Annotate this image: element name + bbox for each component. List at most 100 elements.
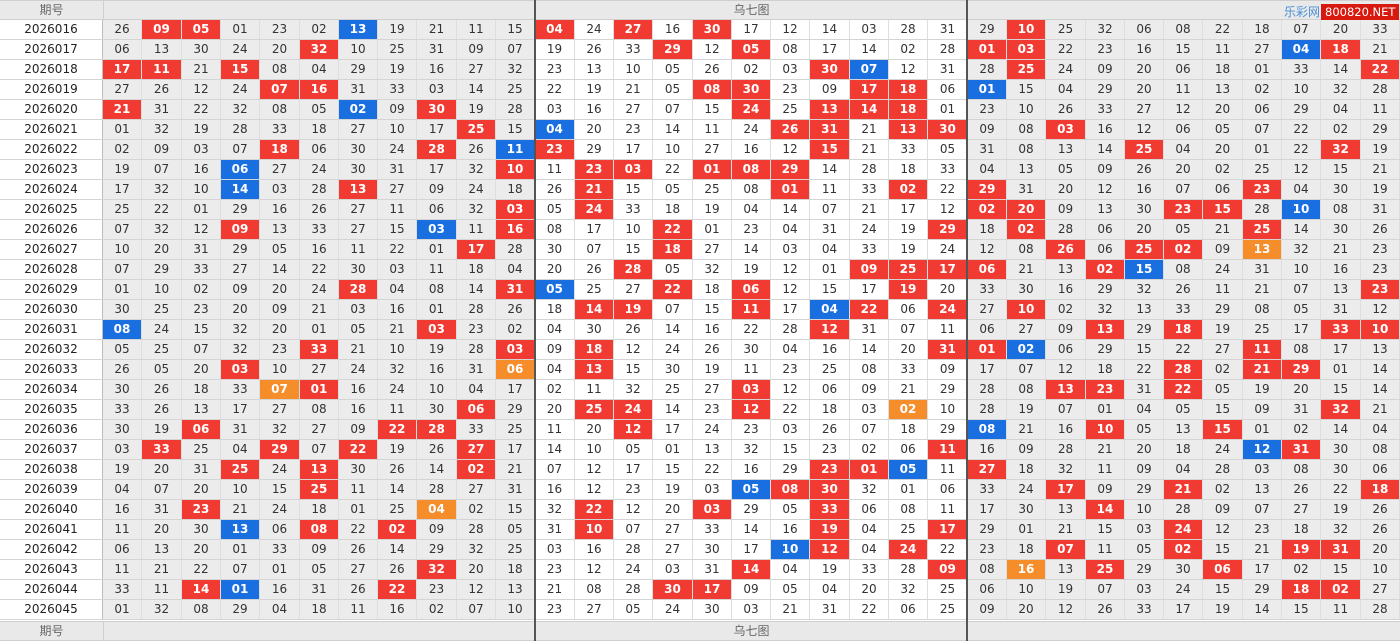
number-cell: 03 [771, 420, 810, 439]
number-cell: 08 [182, 600, 221, 619]
highlight-cell: 12 [1243, 440, 1282, 459]
table-row: 2026031 08 24 15 32 20 01 05 21 03 23 02 04 30 26 14 16 2… [0, 320, 1400, 340]
number-cell: 08 [968, 560, 1007, 579]
number-cell: 22 [1046, 40, 1086, 59]
table-row: 2026042 06 13 20 01 33 09 26 14 29 32 25 03 16 28 27 30 1… [0, 540, 1400, 560]
number-cell: 30 [575, 320, 614, 339]
number-cell: 33 [1282, 60, 1321, 79]
number-cell: 23 [732, 220, 771, 239]
highlight-cell: 22 [1164, 380, 1203, 399]
number-cell: 02 [1282, 420, 1321, 439]
number-cell: 29 [1125, 560, 1164, 579]
number-cell: 21 [182, 60, 221, 79]
highlight-cell: 26 [1046, 240, 1086, 259]
highlight-cell: 15 [221, 60, 260, 79]
number-cell: 05 [1046, 160, 1086, 179]
number-cell: 07 [653, 300, 693, 319]
number-cell: 17 [889, 200, 928, 219]
number-cell: 33 [968, 480, 1007, 499]
highlight-cell: 25 [889, 260, 928, 279]
number-cell: 18 [496, 560, 535, 579]
number-cell: 32 [535, 500, 575, 519]
number-cell: 10 [182, 180, 221, 199]
number-cell: 26 [1361, 220, 1400, 239]
number-cell: 19 [1203, 600, 1243, 619]
number-cell: 11 [378, 200, 417, 219]
number-cell: 03 [1125, 580, 1164, 599]
number-cell: 32 [732, 440, 771, 459]
table-row: 2026026 07 32 12 09 13 33 27 15 03 11 16 08 17 10 22 01 2… [0, 220, 1400, 240]
period-cell: 2026038 [0, 460, 103, 479]
number-cell: 31 [496, 480, 535, 499]
number-cell: 02 [182, 280, 221, 299]
highlight-cell: 04 [535, 20, 575, 39]
highlight-cell: 17 [928, 520, 968, 539]
number-cell: 16 [182, 160, 221, 179]
number-cell: 32 [457, 200, 496, 219]
highlight-cell: 13 [1243, 240, 1282, 259]
number-cell: 20 [1046, 180, 1086, 199]
number-cell: 28 [889, 20, 928, 39]
number-cell: 16 [260, 580, 300, 599]
number-cell: 33 [221, 380, 260, 399]
number-cell: 13 [1203, 80, 1243, 99]
highlight-cell: 32 [1321, 140, 1361, 159]
number-cell: 15 [1282, 600, 1321, 619]
number-cell: 21 [614, 80, 653, 99]
number-cell: 28 [614, 540, 653, 559]
number-cell: 28 [457, 340, 496, 359]
highlight-cell: 30 [653, 580, 693, 599]
number-cell: 15 [1086, 520, 1125, 539]
number-cell: 15 [496, 120, 535, 139]
highlight-cell: 01 [968, 340, 1007, 359]
number-cell: 27 [693, 140, 732, 159]
highlight-cell: 08 [300, 520, 339, 539]
table-row: 2026022 02 09 03 07 18 06 30 24 28 26 11 23 29 17 10 27 1… [0, 140, 1400, 160]
number-cell: 31 [810, 600, 850, 619]
table-row: 2026044 33 11 14 01 16 31 26 22 23 12 13 21 08 28 30 17 0… [0, 580, 1400, 600]
number-cell: 29 [221, 200, 260, 219]
highlight-cell: 08 [968, 420, 1007, 439]
number-cell: 13 [1086, 200, 1125, 219]
number-cell: 21 [850, 140, 889, 159]
number-cell: 05 [653, 180, 693, 199]
number-cell: 27 [339, 120, 378, 139]
number-cell: 23 [968, 540, 1007, 559]
number-cell: 30 [1164, 560, 1203, 579]
highlight-cell: 02 [1007, 220, 1046, 239]
highlight-cell: 31 [928, 340, 968, 359]
number-cell: 03 [1125, 520, 1164, 539]
highlight-cell: 10 [1086, 420, 1125, 439]
highlight-cell: 01 [693, 160, 732, 179]
number-cell: 05 [496, 520, 535, 539]
number-cell: 07 [221, 140, 260, 159]
number-cell: 16 [339, 400, 378, 419]
table-row: 2026032 05 25 07 32 23 33 21 10 19 28 03 09 18 12 24 26 3… [0, 340, 1400, 360]
number-cell: 14 [378, 480, 417, 499]
highlight-cell: 01 [221, 580, 260, 599]
number-cell: 12 [1046, 600, 1086, 619]
site-badge[interactable]: 800820.NET [1321, 4, 1400, 20]
number-cell: 20 [182, 360, 221, 379]
number-cell: 30 [103, 420, 142, 439]
table-row: 2026040 16 31 23 21 24 18 01 25 04 02 15 32 22 12 20 03 2… [0, 500, 1400, 520]
number-cell: 28 [968, 380, 1007, 399]
number-cell: 18 [810, 400, 850, 419]
number-cell: 14 [1086, 140, 1125, 159]
number-cell: 13 [1125, 300, 1164, 319]
number-cell: 19 [1046, 580, 1086, 599]
number-cell: 05 [535, 200, 575, 219]
number-cell: 05 [928, 140, 968, 159]
header-period-label: 期号 [0, 1, 104, 20]
highlight-cell: 08 [103, 320, 142, 339]
highlight-cell: 29 [260, 440, 300, 459]
number-cell: 01 [221, 20, 260, 39]
number-cell: 13 [142, 540, 182, 559]
number-cell: 10 [614, 60, 653, 79]
number-cell: 29 [771, 460, 810, 479]
brand-logo-text[interactable]: 乐彩网 [1284, 5, 1321, 19]
number-cell: 28 [889, 560, 928, 579]
number-cell: 01 [1321, 360, 1361, 379]
number-cell: 05 [1125, 540, 1164, 559]
number-cell: 17 [496, 380, 535, 399]
